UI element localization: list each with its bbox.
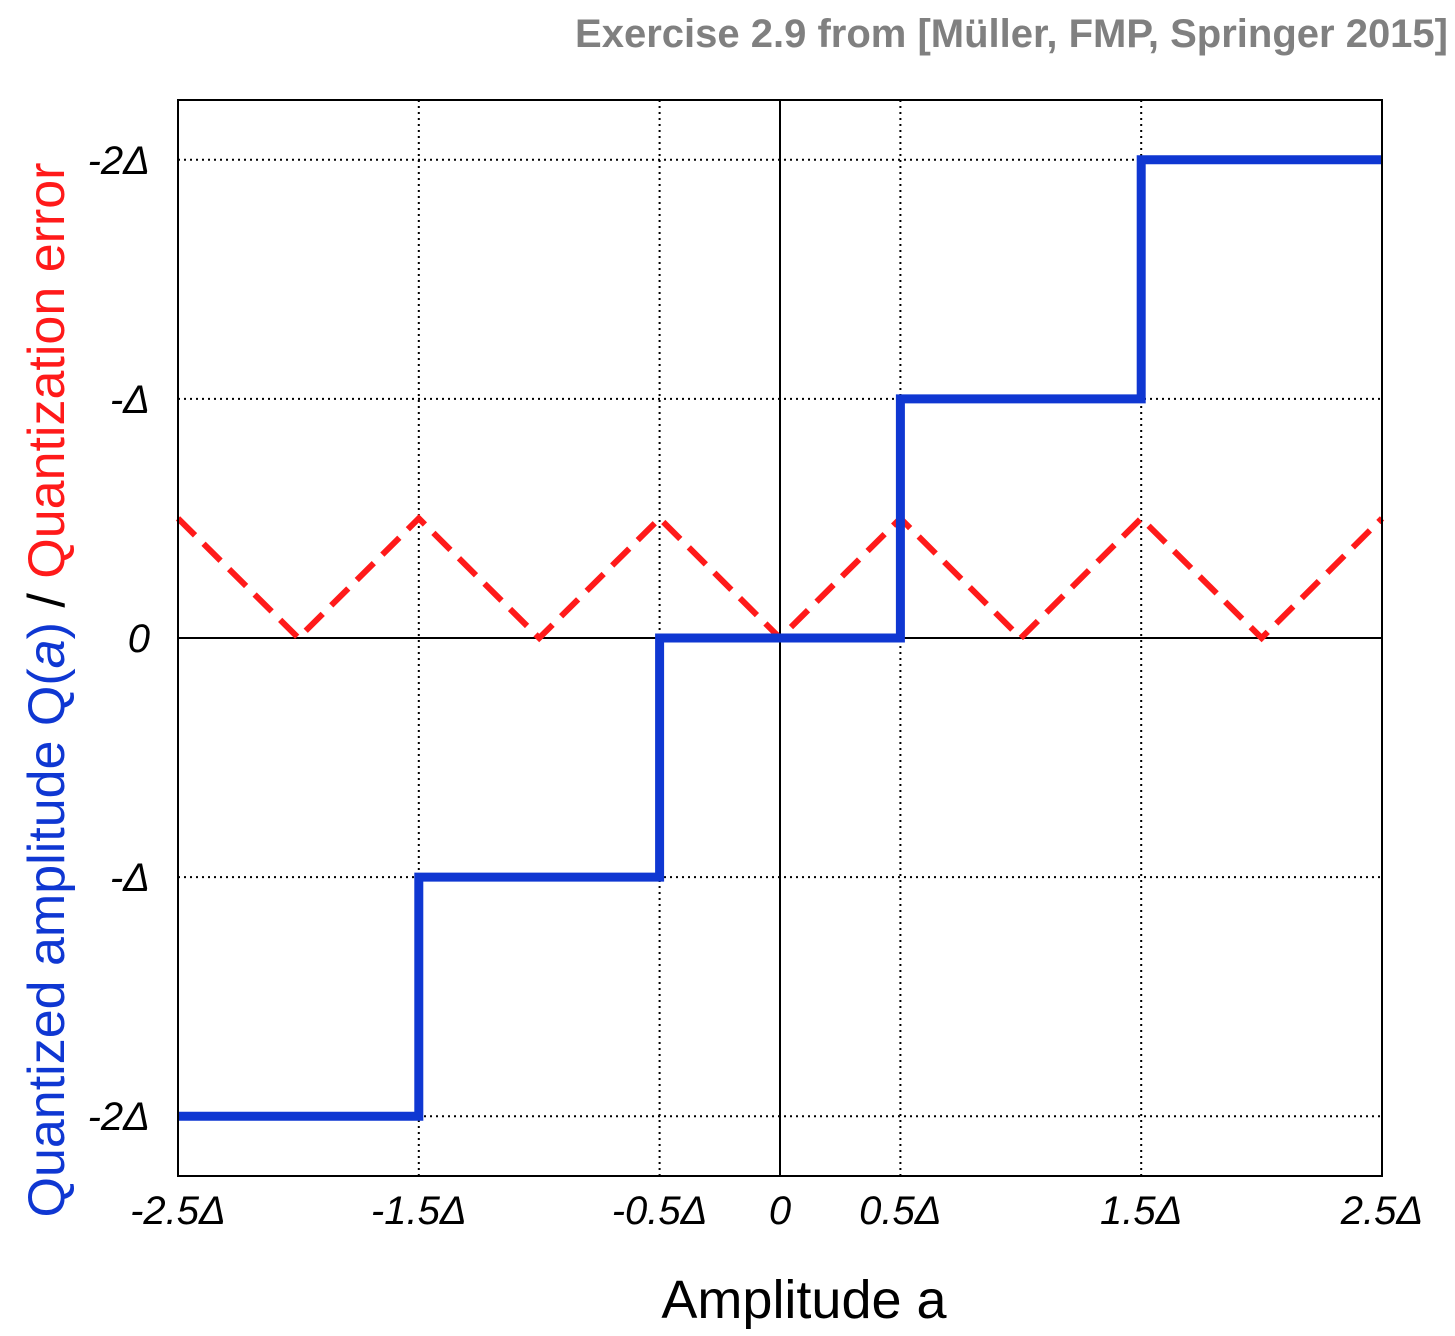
y-axis-label-error: Quantization error	[18, 163, 76, 579]
series-quantized-line	[178, 155, 1382, 1121]
x-tick-label-2: -0.5Δ	[612, 1189, 708, 1233]
y-axis-label-close: )	[18, 622, 76, 639]
y-tick-label-0: -2Δ	[88, 139, 150, 183]
chart-title: Exercise 2.9 from [Müller, FMP, Springer…	[575, 12, 1448, 56]
y-axis-label: Quantized amplitude Q(a) / Quantization …	[18, 163, 76, 1218]
x-tick-labels: -2.5Δ -1.5Δ -0.5Δ 0 0.5Δ 1.5Δ 2.5Δ	[130, 1189, 1423, 1233]
series-layer	[175, 155, 1385, 1121]
x-tick-label-5: 1.5Δ	[1100, 1189, 1182, 1233]
x-tick-label-3: 0	[769, 1189, 791, 1233]
x-tick-label-4: 0.5Δ	[859, 1189, 941, 1233]
x-tick-label-6: 2.5Δ	[1340, 1189, 1423, 1233]
plot-frame	[177, 99, 1383, 1177]
x-axis-label: Amplitude a	[661, 1270, 947, 1330]
y-axis-label-quantized: Quantized amplitude	[18, 726, 76, 1217]
x-tick-label-1: -1.5Δ	[371, 1189, 467, 1233]
y-axis-label-q: Q(	[18, 668, 76, 726]
y-tick-label-4: -2Δ	[88, 1095, 150, 1139]
x-tick-label-0: -2.5Δ	[130, 1189, 226, 1233]
y-tick-label-2: 0	[128, 617, 150, 661]
y-axis-label-slash: /	[18, 579, 76, 622]
y-tick-label-3: -Δ	[110, 856, 150, 900]
y-tick-label-1: -Δ	[110, 378, 150, 422]
y-tick-labels: -2Δ -Δ 0 -Δ -2Δ	[88, 139, 150, 1139]
y-axis-label-a: a	[18, 639, 76, 668]
